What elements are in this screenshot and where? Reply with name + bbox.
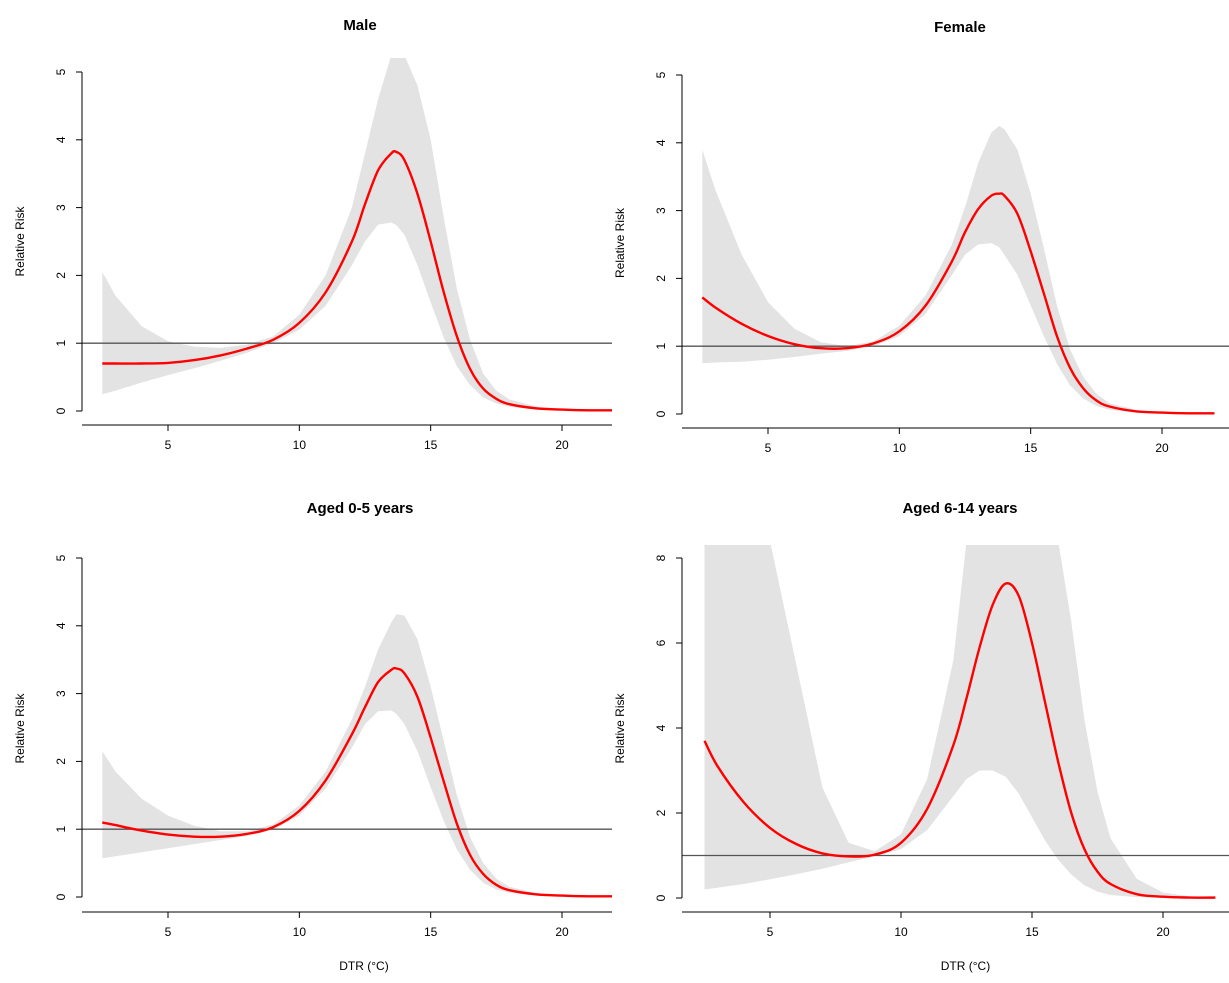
relative-risk-curve [102, 666, 612, 898]
panel-title: Female [934, 19, 986, 36]
relative-risk-curve [102, 149, 612, 412]
y-tick-label: 3 [54, 204, 68, 211]
x-tick-label: 15 [1024, 441, 1038, 455]
y-tick-label: 0 [654, 410, 668, 417]
confidence-band [102, 58, 612, 411]
x-tick-label: 20 [1155, 441, 1169, 455]
x-tick-label: 20 [555, 438, 569, 452]
y-axis-label: Relative Risk [13, 692, 27, 763]
y-tick-label: 4 [654, 139, 668, 146]
relative-risk-curve [703, 582, 1216, 899]
relative-risk-curve [701, 192, 1215, 415]
panel-title: Male [343, 17, 376, 34]
panel-1: 0 1 2 3 4 5 5 10 15 20 Female Relative Risk [613, 19, 1229, 455]
y-tick-label: 0 [654, 894, 668, 901]
plot-area [82, 58, 612, 412]
x-tick-label: 20 [555, 925, 569, 939]
x-tick-label: 10 [293, 438, 307, 452]
plot-area [682, 125, 1229, 415]
y-tick-label: 2 [54, 758, 68, 765]
y-axis-label: Relative Risk [613, 692, 627, 763]
y-tick-label: 8 [654, 554, 668, 561]
panel-title: Aged 6-14 years [902, 500, 1017, 517]
plot-area [682, 545, 1229, 899]
plot-area [82, 614, 612, 898]
y-axis-label: Relative Risk [613, 207, 627, 278]
x-tick-label: 5 [165, 925, 172, 939]
y-tick-label: 5 [54, 554, 68, 561]
y-tick-label: 1 [54, 340, 68, 347]
y-tick-label: 5 [54, 68, 68, 75]
y-tick-label: 1 [654, 343, 668, 350]
y-tick-label: 2 [654, 809, 668, 816]
y-tick-label: 2 [654, 275, 668, 282]
x-axis-label: DTR (°C) [941, 959, 990, 973]
x-tick-label: 20 [1156, 925, 1170, 939]
panel-0: 0 1 2 3 4 5 5 10 15 20 Male Relative Risk [13, 17, 612, 452]
x-tick-label: 10 [293, 925, 307, 939]
y-tick-label: 1 [54, 826, 68, 833]
y-tick-label: 0 [54, 407, 68, 414]
y-tick-label: 4 [54, 622, 68, 629]
panel-2: 0 1 2 3 4 5 5 10 15 20 Aged 0-5 years Relative Risk… [13, 500, 612, 973]
x-tick-label: 15 [1025, 925, 1039, 939]
x-tick-label: 5 [765, 441, 772, 455]
x-tick-label: 10 [894, 925, 908, 939]
confidence-band [102, 614, 612, 897]
y-tick-label: 3 [54, 690, 68, 697]
x-tick-label: 15 [424, 925, 438, 939]
x-axis-label: DTR (°C) [339, 959, 388, 973]
x-tick-label: 10 [893, 441, 907, 455]
x-tick-label: 5 [767, 925, 774, 939]
panel-3: 0 2 4 6 8 5 10 15 20 Aged 6-14 years Relative Risk… [613, 500, 1229, 973]
x-tick-label: 5 [165, 438, 172, 452]
y-tick-label: 5 [654, 71, 668, 78]
y-tick-label: 2 [54, 272, 68, 279]
panel-title: Aged 0-5 years [307, 500, 414, 517]
y-tick-label: 0 [54, 893, 68, 900]
y-tick-label: 6 [654, 639, 668, 646]
x-tick-label: 15 [424, 438, 438, 452]
confidence-band [702, 125, 1215, 415]
y-tick-label: 4 [54, 136, 68, 143]
y-axis-label: Relative Risk [13, 205, 27, 276]
y-tick-label: 4 [654, 724, 668, 731]
y-tick-label: 3 [654, 207, 668, 214]
